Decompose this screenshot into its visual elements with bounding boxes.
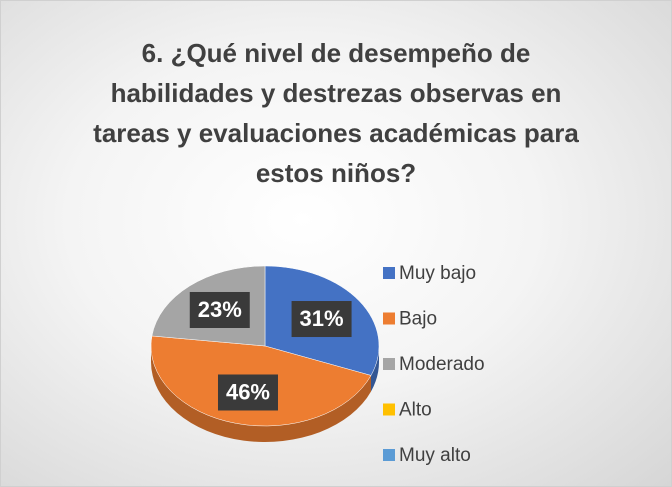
- legend-swatch: [383, 267, 395, 279]
- slice-side: [370, 346, 379, 392]
- data-label-box: [291, 301, 352, 338]
- chart-title: 6. ¿Qué nivel de desempeño de habilidade…: [93, 38, 579, 188]
- data-label-box: [217, 374, 278, 411]
- legend-label: Bajo: [399, 309, 437, 330]
- data-label: 31%: [300, 306, 344, 331]
- legend-swatch: [383, 449, 395, 461]
- legend-label: Muy bajo: [399, 263, 476, 284]
- legend-swatch: [383, 312, 395, 325]
- data-label-box: [189, 291, 250, 328]
- legend-swatch: [383, 358, 395, 370]
- legend-swatch: [383, 403, 395, 416]
- legend-label: Alto: [399, 400, 432, 421]
- data-label: 23%: [198, 297, 242, 322]
- legend-label: Moderado: [399, 354, 485, 375]
- legend-label: Muy alto: [399, 445, 471, 466]
- data-label: 46%: [226, 379, 270, 404]
- slice-side: [151, 346, 371, 442]
